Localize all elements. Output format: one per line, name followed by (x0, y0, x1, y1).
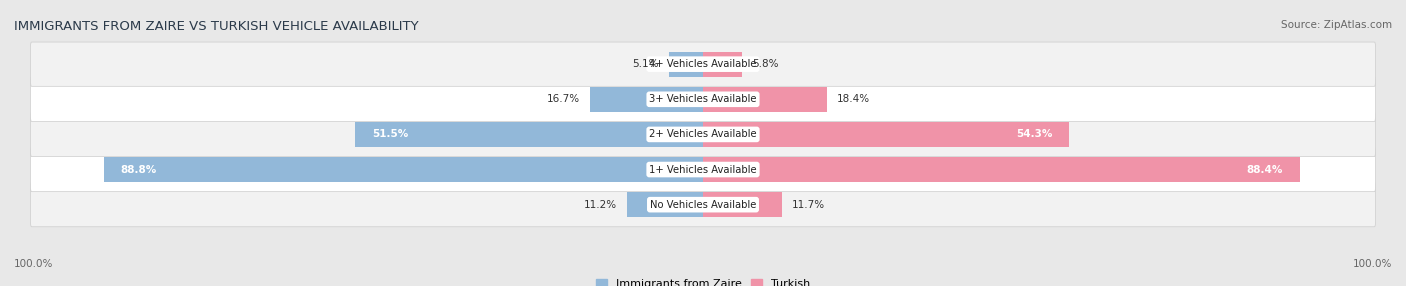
Bar (627, 192, 703, 217)
Text: 51.5%: 51.5% (373, 130, 409, 139)
Text: 11.7%: 11.7% (792, 200, 825, 210)
FancyBboxPatch shape (31, 147, 1375, 192)
Bar (703, 192, 782, 217)
Bar (104, 157, 703, 182)
Legend: Immigrants from Zaire, Turkish: Immigrants from Zaire, Turkish (596, 279, 810, 286)
Text: 100.0%: 100.0% (1353, 259, 1392, 269)
Text: 5.1%: 5.1% (631, 59, 658, 69)
Bar (703, 51, 742, 77)
Bar (703, 87, 827, 112)
Text: 4+ Vehicles Available: 4+ Vehicles Available (650, 59, 756, 69)
Bar (703, 122, 1070, 147)
Bar (703, 157, 1299, 182)
Bar (591, 87, 703, 112)
Text: 3+ Vehicles Available: 3+ Vehicles Available (650, 94, 756, 104)
Text: No Vehicles Available: No Vehicles Available (650, 200, 756, 210)
Text: 54.3%: 54.3% (1017, 130, 1053, 139)
Text: 88.4%: 88.4% (1246, 164, 1282, 174)
Text: 100.0%: 100.0% (14, 259, 53, 269)
Text: 1+ Vehicles Available: 1+ Vehicles Available (650, 164, 756, 174)
Text: 18.4%: 18.4% (838, 94, 870, 104)
Text: 16.7%: 16.7% (547, 94, 581, 104)
FancyBboxPatch shape (31, 42, 1375, 86)
Text: 11.2%: 11.2% (583, 200, 617, 210)
Bar (356, 122, 703, 147)
Text: Source: ZipAtlas.com: Source: ZipAtlas.com (1281, 20, 1392, 30)
Text: 88.8%: 88.8% (121, 164, 157, 174)
FancyBboxPatch shape (31, 77, 1375, 122)
Text: IMMIGRANTS FROM ZAIRE VS TURKISH VEHICLE AVAILABILITY: IMMIGRANTS FROM ZAIRE VS TURKISH VEHICLE… (14, 20, 419, 33)
FancyBboxPatch shape (31, 112, 1375, 156)
Text: 2+ Vehicles Available: 2+ Vehicles Available (650, 130, 756, 139)
Text: 5.8%: 5.8% (752, 59, 779, 69)
Bar (669, 51, 703, 77)
FancyBboxPatch shape (31, 182, 1375, 227)
